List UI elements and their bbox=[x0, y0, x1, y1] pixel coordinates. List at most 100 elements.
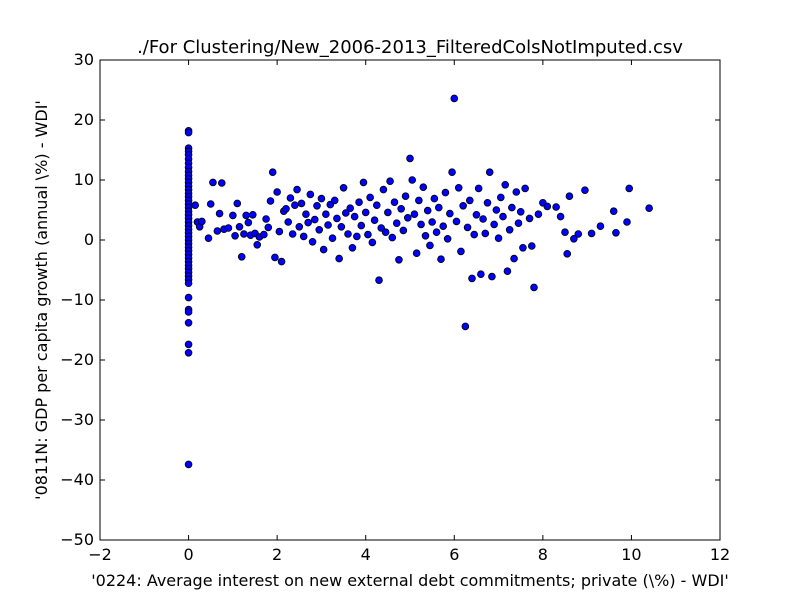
data-point bbox=[395, 255, 403, 264]
data-point bbox=[510, 254, 518, 263]
data-point bbox=[412, 249, 421, 258]
data-point bbox=[432, 228, 441, 237]
data-point bbox=[355, 198, 363, 207]
data-point bbox=[527, 242, 536, 250]
data-point bbox=[235, 223, 244, 231]
data-point bbox=[295, 223, 304, 231]
data-point bbox=[184, 128, 193, 137]
data-point bbox=[231, 232, 239, 240]
data-point bbox=[443, 235, 452, 243]
data-point bbox=[304, 218, 312, 227]
data-point bbox=[625, 184, 634, 193]
x-tick-label: 2 bbox=[272, 545, 282, 564]
data-point bbox=[446, 209, 454, 218]
data-point bbox=[299, 232, 308, 241]
data-point bbox=[308, 238, 317, 246]
data-point bbox=[501, 181, 510, 189]
data-point bbox=[574, 230, 583, 238]
y-tick-label: 10 bbox=[74, 170, 94, 189]
data-point bbox=[505, 226, 514, 234]
data-point bbox=[273, 188, 281, 196]
data-point bbox=[370, 216, 379, 225]
data-point bbox=[242, 211, 250, 220]
data-point bbox=[410, 210, 419, 219]
data-point bbox=[530, 283, 538, 292]
data-point bbox=[521, 184, 529, 193]
data-point bbox=[534, 210, 543, 219]
data-point bbox=[324, 221, 332, 229]
data-point bbox=[570, 235, 578, 243]
data-point bbox=[372, 201, 381, 210]
data-point bbox=[244, 218, 253, 227]
x-tick-label: −2 bbox=[88, 545, 112, 564]
data-point bbox=[297, 199, 306, 208]
data-point bbox=[333, 214, 341, 223]
data-point bbox=[357, 221, 366, 230]
data-point bbox=[450, 94, 459, 103]
data-point bbox=[277, 257, 286, 266]
data-point bbox=[302, 210, 310, 219]
data-point bbox=[490, 220, 498, 229]
data-point bbox=[350, 212, 359, 221]
data-point bbox=[468, 274, 476, 283]
data-point bbox=[479, 215, 487, 223]
data-point bbox=[310, 215, 319, 224]
data-point bbox=[556, 212, 565, 221]
data-point bbox=[359, 178, 368, 187]
x-tick-label: 10 bbox=[621, 545, 641, 564]
data-point bbox=[364, 230, 372, 239]
data-point bbox=[494, 234, 503, 243]
data-point bbox=[184, 318, 193, 327]
data-point bbox=[483, 199, 492, 207]
data-point bbox=[474, 184, 483, 193]
data-point bbox=[198, 217, 206, 226]
data-point bbox=[421, 232, 430, 240]
data-point bbox=[403, 214, 412, 222]
data-point bbox=[381, 228, 390, 237]
data-point bbox=[499, 212, 507, 221]
data-point bbox=[330, 196, 339, 205]
data-point bbox=[237, 252, 246, 261]
data-point bbox=[459, 202, 467, 210]
data-point bbox=[248, 211, 257, 219]
data-point bbox=[348, 244, 357, 252]
data-point bbox=[341, 209, 350, 217]
x-tick-label: 0 bbox=[183, 545, 193, 564]
data-point bbox=[448, 168, 456, 177]
data-point bbox=[344, 230, 352, 238]
data-point bbox=[503, 267, 512, 276]
data-point bbox=[609, 207, 618, 216]
data-point bbox=[581, 186, 589, 195]
x-tick-label: 8 bbox=[538, 545, 548, 564]
data-point bbox=[485, 168, 494, 177]
y-tick-label: 0 bbox=[84, 230, 94, 249]
data-point bbox=[434, 203, 443, 212]
data-point bbox=[388, 233, 397, 242]
data-point bbox=[271, 253, 279, 262]
data-point bbox=[368, 238, 377, 247]
data-point bbox=[184, 279, 193, 288]
data-point bbox=[328, 234, 337, 243]
data-point bbox=[514, 219, 523, 228]
data-point bbox=[426, 241, 434, 250]
data-point bbox=[268, 168, 277, 177]
data-point bbox=[262, 215, 270, 223]
data-point bbox=[293, 185, 301, 194]
data-point bbox=[561, 228, 569, 237]
y-tick-label: −30 bbox=[60, 410, 94, 429]
data-point bbox=[322, 210, 330, 219]
data-point bbox=[516, 208, 525, 216]
data-point bbox=[286, 194, 295, 202]
data-point bbox=[472, 211, 481, 219]
data-point bbox=[415, 196, 423, 205]
data-point bbox=[184, 308, 193, 316]
data-point bbox=[477, 270, 485, 279]
data-point bbox=[386, 177, 394, 186]
x-tick-label: 4 bbox=[361, 545, 371, 564]
data-point bbox=[339, 184, 348, 192]
data-point bbox=[552, 203, 560, 211]
data-point bbox=[319, 245, 328, 254]
data-point bbox=[240, 230, 248, 238]
x-axis-label: '0224: Average interest on new external … bbox=[91, 571, 729, 590]
data-point bbox=[430, 194, 439, 203]
